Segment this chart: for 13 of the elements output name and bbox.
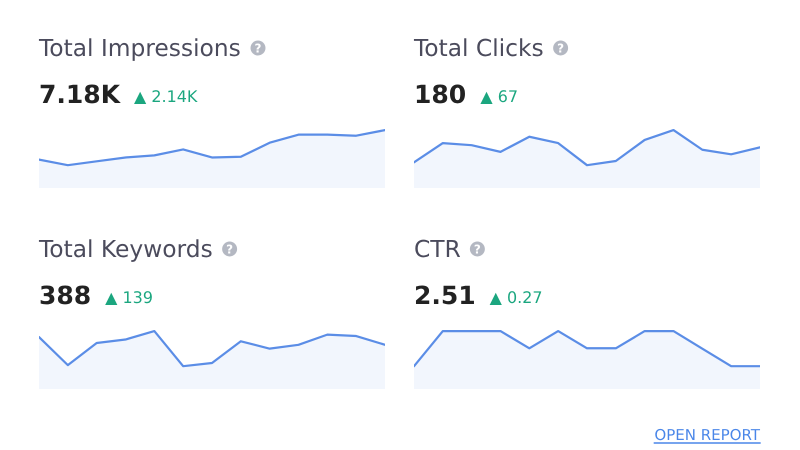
chart-title: Total Clicks [414, 38, 543, 56]
text: 180 [416, 84, 465, 104]
chart-title: Total Keywords [38, 239, 212, 262]
text: 7.18K [40, 84, 121, 104]
text: ▲ 67 [480, 90, 517, 104]
text: 2.51 [416, 285, 474, 304]
text: ▲ 139 [105, 291, 152, 305]
text: 388 [40, 285, 90, 304]
text: OPEN REPORT [655, 428, 760, 440]
chart-title: Total Impressions [38, 38, 240, 61]
text: ▲ 0.27 [490, 291, 542, 305]
chart-title: CTR [415, 240, 460, 258]
text: ▲ 2.14K [134, 90, 198, 104]
